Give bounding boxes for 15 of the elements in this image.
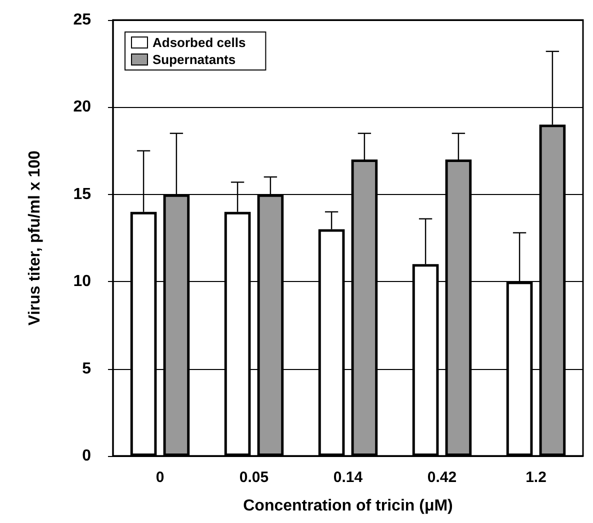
- x-tick-label: 1.2: [526, 469, 546, 486]
- y-tick-label: 10: [73, 273, 92, 290]
- y-tick-label: 5: [82, 360, 92, 378]
- x-axis-title: Concentration of tricin (μM): [243, 498, 453, 514]
- y-tick-label: 20: [73, 98, 92, 116]
- legend-label: Adsorbed cells: [152, 35, 246, 50]
- y-tick-label: 25: [73, 12, 92, 28]
- legend-label: Supernatants: [152, 52, 236, 67]
- x-tick-label: 0.42: [427, 469, 457, 486]
- x-tick-label: 0.05: [239, 469, 269, 486]
- y-tick-label: 15: [73, 186, 92, 203]
- x-tick-label: 0.14: [333, 469, 364, 486]
- y-axis-title: Virus titer, pfu/ml x 100: [26, 150, 44, 326]
- y-tick-label: 0: [82, 448, 92, 464]
- x-tick-label: 0: [156, 469, 164, 486]
